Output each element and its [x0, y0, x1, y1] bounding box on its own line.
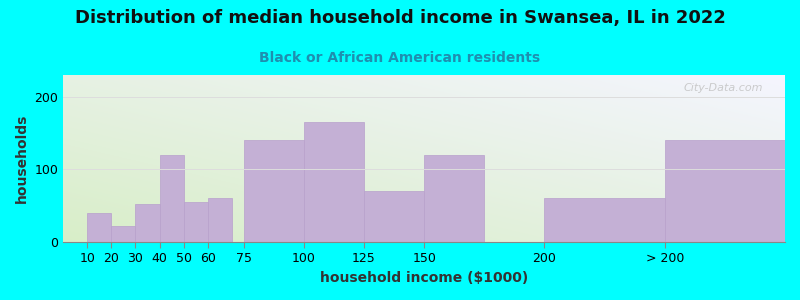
Bar: [304, 122, 364, 242]
Y-axis label: households: households: [15, 114, 29, 203]
Bar: [545, 199, 665, 242]
Text: Distribution of median household income in Swansea, IL in 2022: Distribution of median household income …: [74, 9, 726, 27]
Bar: [135, 204, 159, 242]
Bar: [183, 202, 208, 242]
Bar: [111, 226, 135, 242]
Bar: [364, 191, 424, 242]
Bar: [208, 199, 232, 242]
Text: City-Data.com: City-Data.com: [684, 83, 763, 93]
Bar: [424, 155, 484, 242]
Bar: [244, 140, 304, 242]
Bar: [159, 155, 183, 242]
Bar: [665, 140, 785, 242]
Bar: [87, 213, 111, 242]
X-axis label: household income ($1000): household income ($1000): [320, 271, 528, 285]
Text: Black or African American residents: Black or African American residents: [259, 51, 541, 65]
